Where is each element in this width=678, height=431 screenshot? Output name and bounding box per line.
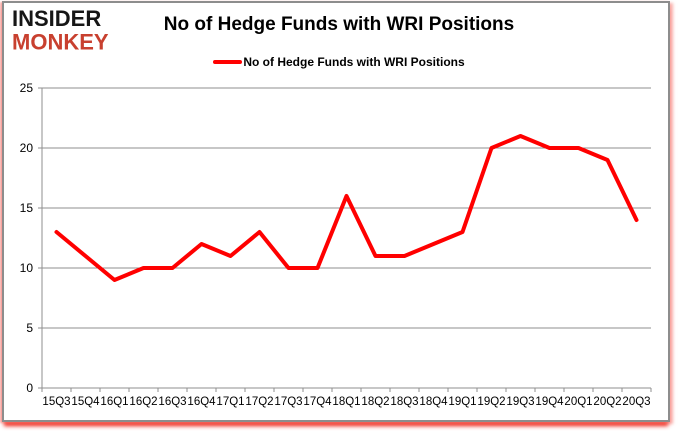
insider-monkey-logo: INSIDER MONKEY xyxy=(12,7,109,54)
x-axis-tick-label: 16Q4 xyxy=(187,396,216,408)
x-axis-tick-label: 19Q2 xyxy=(477,396,505,408)
x-axis-tick-label: 15Q4 xyxy=(71,396,100,408)
x-axis-tick-label: 19Q1 xyxy=(448,396,476,408)
y-axis-tick-label: 15 xyxy=(20,201,34,215)
x-axis-tick-label: 20Q3 xyxy=(622,396,650,408)
x-axis-tick-label: 15Q3 xyxy=(42,396,70,408)
y-axis-tick-label: 0 xyxy=(26,381,33,395)
chart-title: No of Hedge Funds with WRI Positions xyxy=(163,14,515,35)
chart-card xyxy=(2,1,670,422)
y-axis-tick-label: 20 xyxy=(20,141,34,155)
x-axis-tick-label: 16Q1 xyxy=(100,396,128,408)
legend: No of Hedge Funds with WRI Positions xyxy=(0,55,678,69)
x-axis-tick-label: 20Q2 xyxy=(593,396,621,408)
x-axis-tick-label: 18Q2 xyxy=(361,396,389,408)
x-axis-tick-label: 19Q3 xyxy=(506,396,534,408)
x-axis-tick-label: 18Q4 xyxy=(419,396,448,408)
data-line xyxy=(54,134,639,282)
legend-line-marker xyxy=(213,60,243,64)
x-axis-tick-label: 17Q1 xyxy=(216,396,244,408)
y-axis-tick-label: 10 xyxy=(20,261,34,275)
logo-line-insider: INSIDER xyxy=(12,5,102,32)
x-axis-tick-label: 17Q2 xyxy=(245,396,273,408)
x-axis-tick-label: 18Q3 xyxy=(390,396,418,408)
x-axis-tick-label: 16Q3 xyxy=(158,396,186,408)
y-axis-tick-label: 5 xyxy=(26,321,33,335)
x-axis-tick-label: 17Q3 xyxy=(274,396,302,408)
logo-line-monkey: MONKEY xyxy=(12,28,109,55)
x-axis-tick-label: 17Q4 xyxy=(303,396,332,408)
y-axis-tick-label: 25 xyxy=(20,81,34,95)
x-axis-tick-label: 16Q2 xyxy=(129,396,157,408)
x-axis-tick-label: 18Q1 xyxy=(332,396,360,408)
x-axis-tick-label: 19Q4 xyxy=(535,396,564,408)
legend-label: No of Hedge Funds with WRI Positions xyxy=(243,55,465,69)
x-axis-tick-label: 20Q1 xyxy=(564,396,592,408)
